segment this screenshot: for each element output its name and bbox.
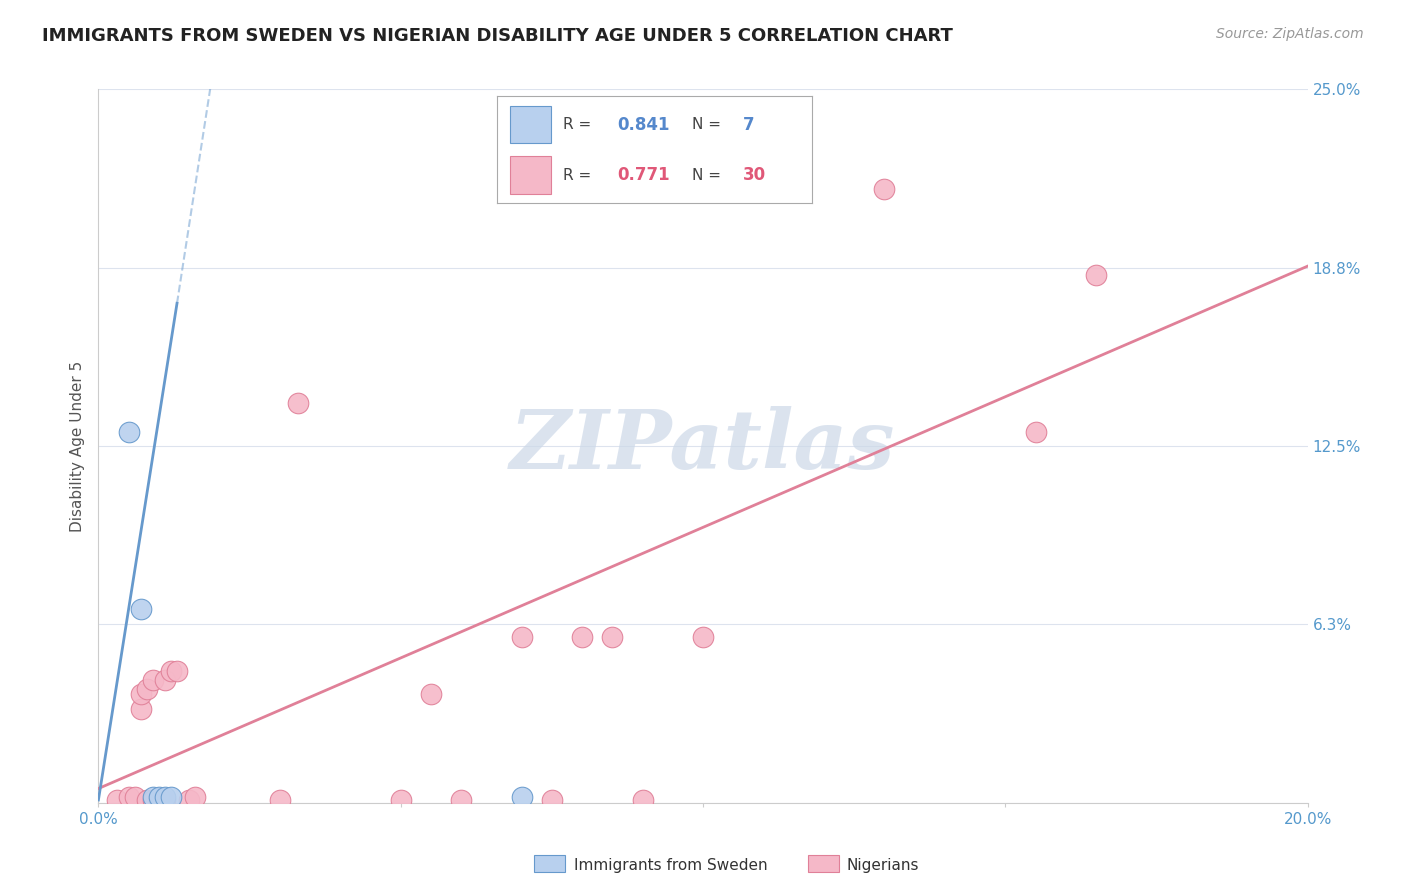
Point	[602, 630, 624, 644]
Point	[142, 793, 165, 807]
Point	[1024, 425, 1046, 439]
Point	[135, 681, 157, 696]
Point	[129, 701, 152, 715]
Point	[148, 793, 170, 807]
Text: Source: ZipAtlas.com: Source: ZipAtlas.com	[1216, 27, 1364, 41]
Point	[420, 687, 443, 701]
Point	[129, 687, 152, 701]
Point	[389, 793, 412, 807]
Point	[129, 601, 152, 615]
Point	[142, 790, 165, 805]
Point	[105, 793, 128, 807]
Point	[692, 630, 714, 644]
Point	[631, 793, 654, 807]
Point	[184, 790, 207, 805]
Point	[269, 793, 291, 807]
Text: ZIPatlas: ZIPatlas	[510, 406, 896, 486]
Y-axis label: Disability Age Under 5: Disability Age Under 5	[70, 360, 86, 532]
Point	[160, 665, 183, 679]
Point	[118, 790, 141, 805]
Point	[287, 396, 309, 410]
Point	[153, 793, 176, 807]
Point	[510, 630, 533, 644]
Point	[124, 790, 146, 805]
Point	[135, 793, 157, 807]
Point	[160, 790, 183, 805]
Point	[450, 793, 472, 807]
Point	[118, 425, 141, 439]
Point	[540, 793, 562, 807]
Point	[510, 790, 533, 805]
Point	[1085, 268, 1108, 282]
Point	[571, 630, 593, 644]
Text: Nigerians: Nigerians	[846, 858, 920, 872]
Point	[153, 673, 176, 687]
Point	[153, 790, 176, 805]
Text: Immigrants from Sweden: Immigrants from Sweden	[574, 858, 768, 872]
Point	[166, 665, 188, 679]
Point	[148, 790, 170, 805]
Point	[179, 793, 201, 807]
Point	[873, 182, 896, 196]
Point	[142, 673, 165, 687]
Text: IMMIGRANTS FROM SWEDEN VS NIGERIAN DISABILITY AGE UNDER 5 CORRELATION CHART: IMMIGRANTS FROM SWEDEN VS NIGERIAN DISAB…	[42, 27, 953, 45]
